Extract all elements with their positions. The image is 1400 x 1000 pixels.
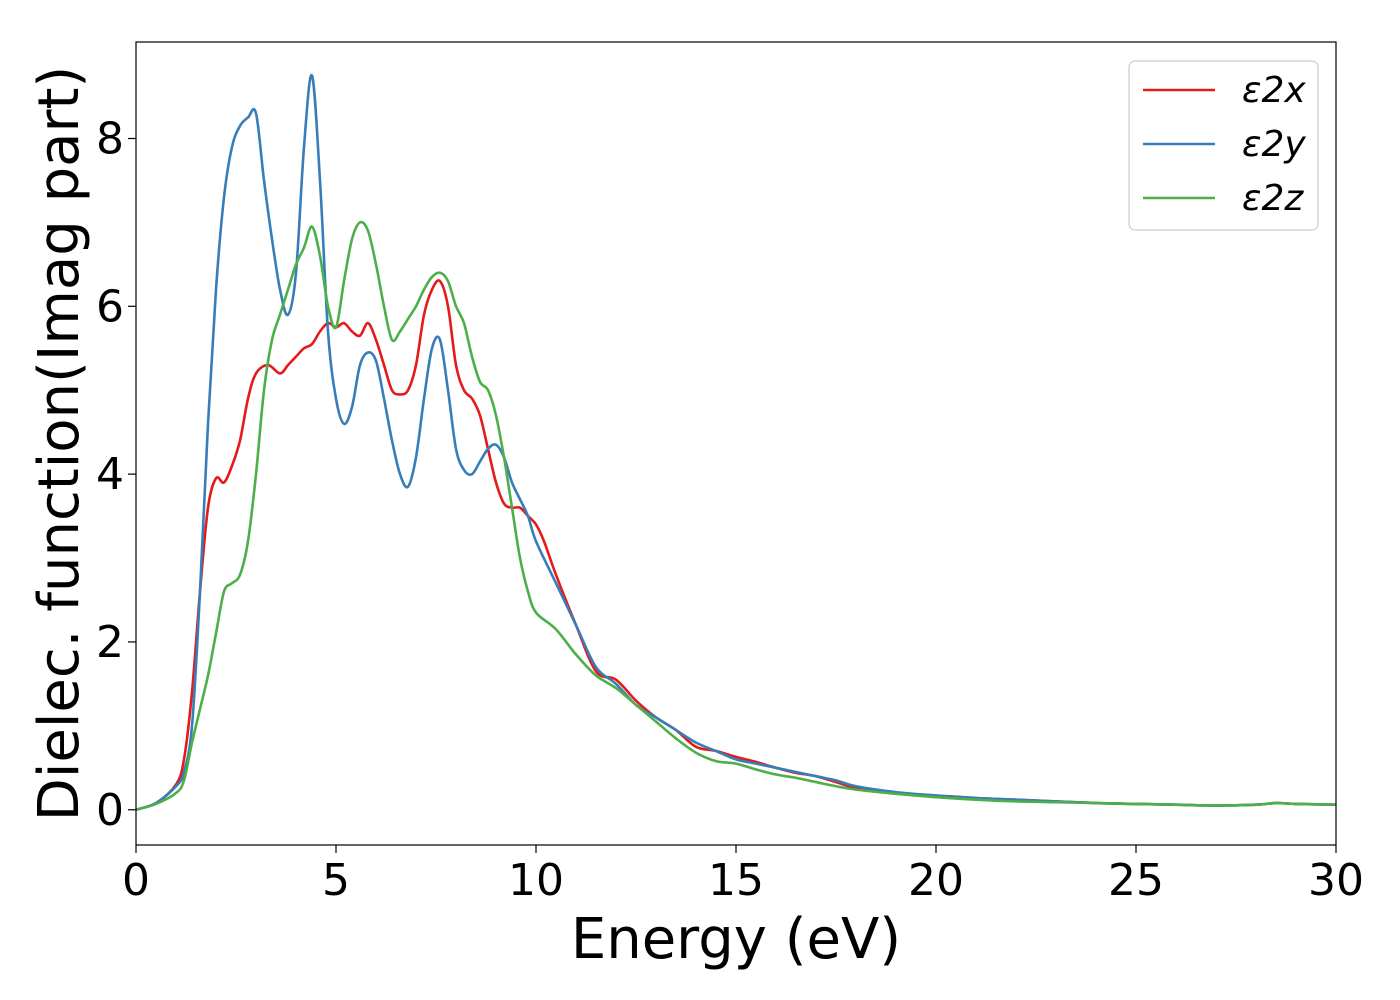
x-tick-label: 15 (708, 855, 764, 906)
x-tick-label: 20 (908, 855, 964, 906)
plot-lines (135, 74, 1337, 812)
legend-label: ε2z (1242, 178, 1304, 219)
y-tick-label: 4 (96, 449, 124, 500)
x-tick-label: 0 (122, 855, 150, 906)
y-axis-label: Dielec. function(Imag part) (27, 66, 92, 822)
x-tick-label: 30 (1308, 855, 1364, 906)
legend-label: ε2y (1242, 124, 1306, 165)
y-tick-label: 6 (96, 281, 124, 332)
series-line-2 (135, 220, 1337, 812)
x-tick-label: 25 (1108, 855, 1164, 906)
x-axis-label: Energy (eV) (571, 907, 901, 972)
x-tick-label: 10 (508, 855, 564, 906)
y-tick-label: 0 (96, 785, 124, 836)
legend: ε2x ε2y ε2z (1128, 60, 1319, 231)
series-line-1 (135, 74, 1337, 812)
y-tick-label: 8 (96, 113, 124, 164)
y-axis: 0 2 4 6 8 (96, 113, 136, 836)
legend-label: ε2x (1242, 70, 1306, 111)
y-tick-label: 2 (96, 617, 124, 668)
x-axis: 0 5 10 15 20 25 30 (122, 845, 1364, 906)
legend-box (1128, 60, 1319, 231)
x-tick-label: 5 (322, 855, 350, 906)
series-line-0 (135, 279, 1337, 812)
